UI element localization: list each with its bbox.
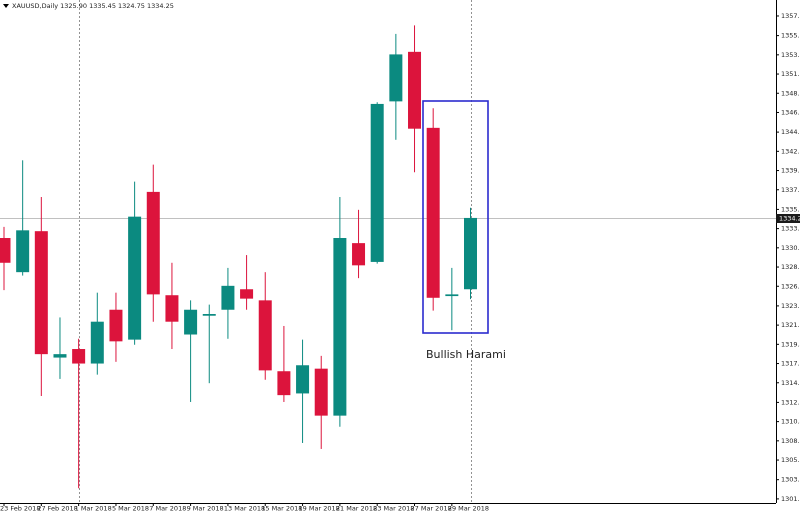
x-tick-label: 15 Mar 2018	[261, 505, 302, 513]
x-tick-label: 7 Mar 2018	[149, 505, 186, 513]
y-tick-label: 1333.00	[781, 225, 800, 233]
y-tick-label: 1330.75	[781, 244, 800, 252]
annotation: Bullish Harami	[426, 348, 506, 361]
candle-body	[202, 314, 216, 316]
x-tick-label: 27 Mar 2018	[411, 505, 452, 513]
x-tick-label: 13 Mar 2018	[224, 505, 265, 513]
x-tick-label: 21 Mar 2018	[336, 505, 377, 513]
y-tick-label: 1312.65	[781, 398, 800, 406]
menu-arrow	[3, 4, 9, 8]
candle-body	[464, 217, 477, 290]
y-tick-label: 1314.95	[781, 379, 800, 387]
chart-title: XAUUSD,Daily 1325.90 1335.45 1324.75 133…	[12, 2, 174, 10]
candle-body	[258, 300, 272, 371]
x-tick-label: 9 Mar 2018	[187, 505, 224, 513]
y-tick-label: 1308.15	[781, 437, 800, 445]
candle-body	[34, 231, 48, 355]
y-tick-label: 1351.10	[781, 70, 800, 78]
candle-body	[296, 365, 310, 394]
x-tick-label: 19 Mar 2018	[299, 505, 340, 513]
candle-body	[165, 295, 179, 322]
y-tick-label: 1339.80	[781, 167, 800, 175]
y-tick-label: 1348.85	[781, 89, 800, 97]
candle-body	[128, 216, 142, 340]
y-tick-label: 1328.50	[781, 263, 800, 271]
candle-body	[0, 238, 11, 263]
candle-body	[240, 289, 254, 299]
x-tick-label: 29 Mar 2018	[448, 505, 489, 513]
y-tick-label: 1303.60	[781, 476, 800, 484]
candle-body	[146, 191, 160, 295]
x-tick-label: 23 Feb 2018	[0, 505, 40, 513]
candle-body	[90, 321, 104, 364]
y-tick-label: 1321.70	[781, 321, 800, 329]
y-tick-label: 1326.25	[781, 282, 800, 290]
candle-body	[370, 103, 384, 262]
y-tick-label: 1323.95	[781, 302, 800, 310]
x-tick-label: 23 Mar 2018	[373, 505, 414, 513]
current-price-box	[776, 214, 800, 223]
candle-body	[16, 230, 30, 273]
y-tick-label: 1342.05	[781, 147, 800, 155]
y-tick-label: 1346.60	[781, 108, 800, 116]
y-tick-label: 1335.25	[781, 205, 800, 213]
y-tick-label: 1353.35	[781, 51, 800, 59]
y-tick-label: 1319.45	[781, 340, 800, 348]
candle-body	[53, 354, 67, 358]
candle-body	[426, 127, 440, 298]
y-tick-label: 1355.60	[781, 32, 800, 40]
candle-body	[72, 349, 86, 364]
y-tick-label: 1301.35	[781, 495, 800, 503]
y-tick-label: 1310.40	[781, 418, 800, 426]
candle-body	[184, 309, 198, 335]
candle-body	[109, 309, 123, 342]
y-tick-label: 1305.90	[781, 456, 800, 464]
candle-body	[333, 238, 347, 416]
candle-body	[277, 371, 291, 396]
candle-body	[352, 243, 366, 266]
y-tick-label: 1357.90	[781, 12, 800, 20]
x-tick-label: 27 Feb 2018	[37, 505, 77, 513]
plot-area	[0, 0, 776, 503]
x-tick-label: 1 Mar 2018	[75, 505, 112, 513]
y-tick-label: 1337.55	[781, 186, 800, 194]
candle-body	[314, 368, 328, 416]
candle-body	[408, 51, 422, 129]
y-tick-label: 1317.20	[781, 360, 800, 368]
current-price-label: 1334.25	[779, 215, 800, 223]
x-tick-label: 5 Mar 2018	[112, 505, 149, 513]
candle-body	[445, 294, 459, 297]
candle-body	[389, 54, 403, 102]
y-tick-label: 1344.30	[781, 128, 800, 136]
harami-box	[422, 100, 489, 334]
candle-body	[221, 285, 235, 310]
